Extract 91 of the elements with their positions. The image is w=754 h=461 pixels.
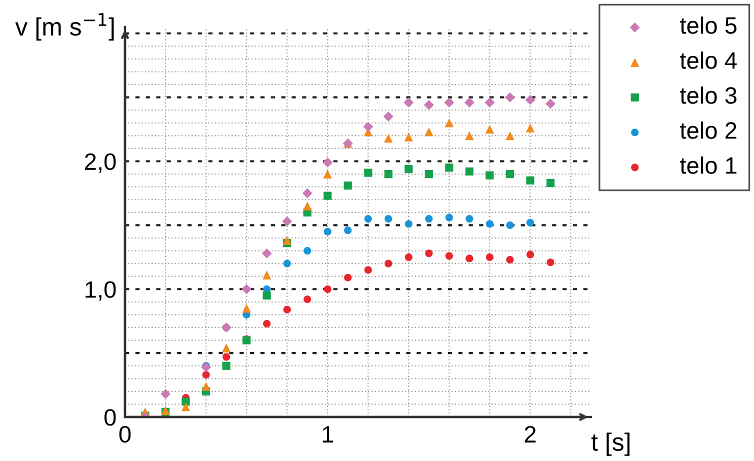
point — [484, 97, 495, 108]
point — [222, 353, 230, 361]
point — [486, 171, 494, 180]
point — [181, 402, 190, 412]
point — [506, 170, 514, 178]
point — [384, 215, 392, 223]
point — [506, 131, 514, 140]
point — [404, 164, 413, 173]
point — [526, 250, 534, 258]
point — [262, 248, 272, 258]
point — [486, 253, 494, 261]
point — [364, 215, 372, 223]
point — [242, 284, 252, 294]
x-axis-title: t [s] — [591, 432, 630, 456]
point — [506, 221, 514, 229]
point — [504, 92, 515, 102]
x-tick-label: 2 — [524, 426, 536, 442]
point — [404, 97, 414, 108]
point — [344, 182, 352, 190]
point — [364, 168, 372, 177]
point — [465, 167, 474, 176]
point — [282, 216, 292, 226]
point — [324, 192, 332, 200]
point — [283, 306, 291, 314]
point — [526, 176, 534, 184]
y-tick-label: 2,0 — [85, 153, 116, 173]
point — [404, 132, 414, 142]
point — [466, 215, 474, 223]
point — [364, 266, 372, 274]
point — [425, 250, 433, 258]
point — [222, 362, 230, 370]
point — [526, 218, 534, 226]
point — [506, 256, 514, 264]
point — [304, 296, 312, 304]
point — [160, 388, 171, 399]
point — [263, 320, 271, 328]
point — [424, 127, 434, 136]
point — [546, 178, 555, 188]
point — [545, 98, 556, 109]
point — [344, 274, 352, 282]
point — [384, 260, 392, 268]
point — [445, 214, 453, 222]
point — [322, 158, 333, 168]
point — [202, 382, 210, 391]
point — [404, 253, 412, 261]
point — [466, 254, 474, 262]
legend-label: telo 5 — [680, 16, 736, 34]
point — [262, 270, 272, 280]
point — [404, 220, 412, 228]
point — [302, 188, 312, 198]
y-tick-label: 1,0 — [86, 281, 116, 301]
point — [546, 258, 554, 266]
legend-label: telo 3 — [680, 86, 736, 104]
point — [304, 246, 312, 255]
point — [525, 94, 536, 105]
point — [424, 170, 433, 178]
point — [242, 304, 251, 313]
point — [324, 285, 332, 293]
legend-label: telo 1 — [680, 156, 736, 174]
point — [485, 124, 494, 134]
point — [445, 252, 453, 260]
y-axis-title: v [m s$^{−1}$] — [15, 13, 114, 41]
point — [384, 134, 393, 143]
point — [526, 124, 535, 132]
point — [262, 291, 271, 300]
point — [302, 202, 312, 210]
point — [383, 112, 394, 122]
point — [323, 170, 332, 178]
point — [425, 215, 433, 223]
x-tick-label: 0 — [119, 426, 131, 443]
legend-label: telo 2 — [680, 122, 736, 139]
point — [384, 170, 392, 178]
point — [424, 100, 434, 110]
point — [465, 131, 474, 140]
point — [444, 97, 454, 108]
legend-label: telo 4 — [680, 52, 737, 69]
point — [486, 220, 494, 228]
point — [182, 398, 190, 406]
point — [222, 344, 231, 352]
point — [201, 362, 212, 372]
y-tick-label: 0 — [104, 409, 116, 426]
point — [445, 164, 454, 172]
point — [283, 260, 291, 268]
point — [363, 122, 374, 132]
point — [202, 371, 210, 379]
point — [324, 228, 332, 236]
point — [464, 97, 474, 108]
point — [444, 118, 454, 128]
point — [282, 236, 292, 245]
point — [344, 226, 352, 234]
x-tick-label: 1 — [322, 426, 334, 442]
